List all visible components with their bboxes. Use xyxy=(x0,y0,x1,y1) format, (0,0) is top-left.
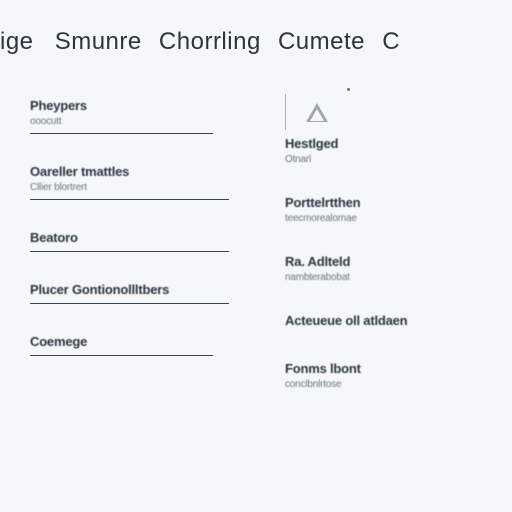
list-item: Acteueue oll atldaen xyxy=(285,313,484,331)
item-sub: ooocutt xyxy=(30,116,229,127)
heading-w2: Smunre xyxy=(55,28,142,55)
item-sub: Otnarl xyxy=(285,154,484,165)
triangle-icon xyxy=(306,103,328,122)
item-sub: teecmorealomae xyxy=(285,213,484,224)
columns: Pheypers ooocutt Oareller tmattles Cllie… xyxy=(0,98,484,390)
item-title: Pheypers xyxy=(30,98,229,113)
rule xyxy=(30,303,229,304)
item-title: Hestlged xyxy=(285,136,484,151)
item-sub: nambterabobat xyxy=(285,272,484,283)
rule xyxy=(30,133,213,134)
list-item: Ra. Adlteld nambterabobat xyxy=(285,254,484,283)
heading-w1: ige xyxy=(0,28,34,55)
item-title: Oareller tmattles xyxy=(30,164,229,179)
list-item: Plucer Gontionollltbers xyxy=(30,282,229,304)
item-title: Acteueue oll atldaen xyxy=(285,313,484,328)
list-item: Oareller tmattles Cllier blortrert xyxy=(30,164,229,200)
item-title: Porttelrtthen xyxy=(285,195,484,210)
list-item: Coemege xyxy=(30,334,229,356)
item-title: Ra. Adlteld xyxy=(285,254,484,269)
list-item: Hestlged Otnarl xyxy=(285,94,484,165)
item-title: Fonms lbont xyxy=(285,361,484,376)
heading: ige Smunre Chorrling Cumete C xyxy=(0,28,484,56)
item-title: Plucer Gontionollltbers xyxy=(30,282,229,297)
item-sub: conclbnlrtose xyxy=(285,379,484,390)
dot-icon xyxy=(347,88,350,91)
item-title: Coemege xyxy=(30,334,229,349)
list-item: Pheypers ooocutt xyxy=(30,98,229,134)
list-item: Fonms lbont conclbnlrtose xyxy=(285,361,484,390)
list-item: Porttelrtthen teecmorealomae xyxy=(285,195,484,224)
heading-w4: Cumete xyxy=(278,28,365,55)
icon-row xyxy=(285,94,484,130)
vertical-divider-icon xyxy=(285,94,286,130)
item-title: Beatoro xyxy=(30,230,229,245)
rule xyxy=(30,251,229,252)
list-item: Beatoro xyxy=(30,230,229,252)
right-column: Hestlged Otnarl Porttelrtthen teecmoreal… xyxy=(285,98,484,390)
rule xyxy=(30,355,213,356)
heading-w3: Chorrling xyxy=(159,28,261,55)
heading-w5: C xyxy=(382,28,400,55)
rule xyxy=(30,199,229,200)
left-column: Pheypers ooocutt Oareller tmattles Cllie… xyxy=(30,98,229,390)
item-sub: Cllier blortrert xyxy=(30,182,229,193)
